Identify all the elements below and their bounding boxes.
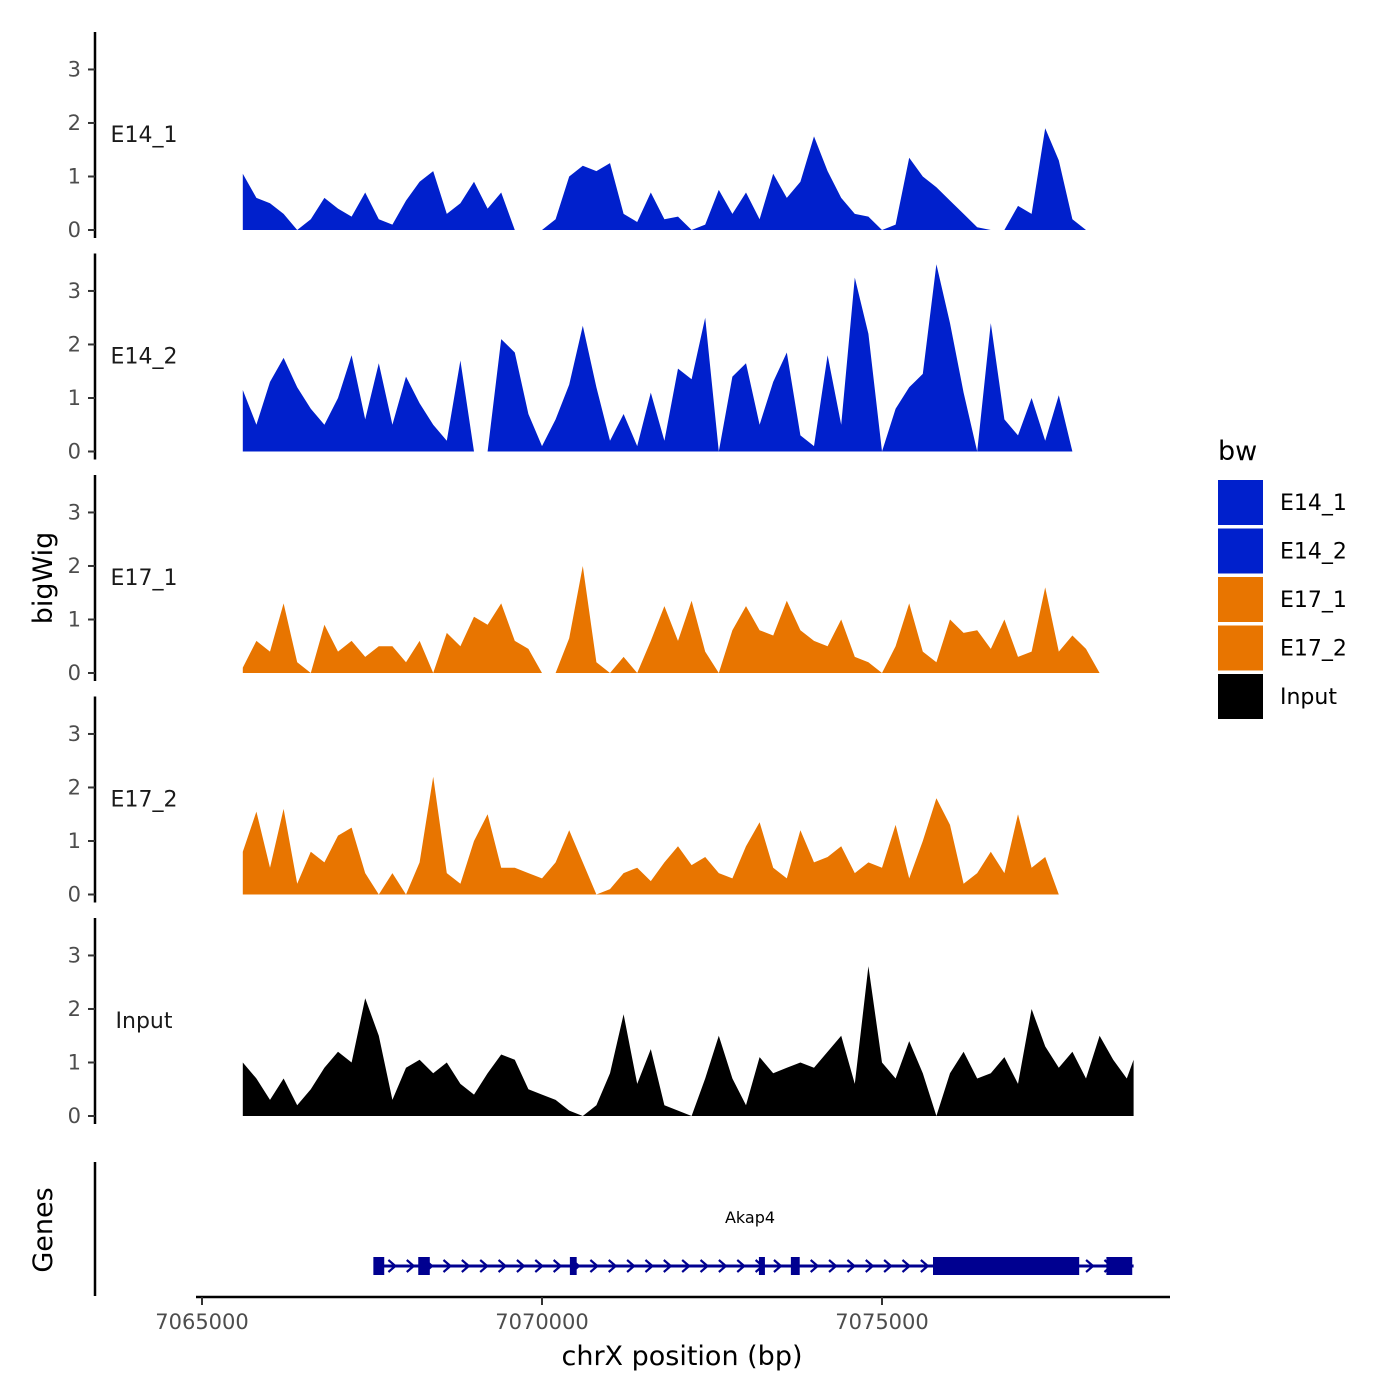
- y-tick-label: 0: [68, 1104, 81, 1128]
- strand-arrow: [883, 1259, 893, 1273]
- strand-arrow: [920, 1259, 930, 1273]
- x-tick-label: 7075000: [835, 1310, 929, 1334]
- strand-arrow: [718, 1259, 728, 1273]
- track-panel-e14-1: 0 1 2 3 E14_1: [68, 32, 1134, 242]
- strand-arrow: [497, 1259, 508, 1273]
- gene-exon: [758, 1257, 765, 1275]
- y-tick-label: 3: [68, 500, 81, 524]
- strand-arrow: [828, 1259, 838, 1273]
- area-e14-2: [242, 264, 1127, 452]
- strand-arrow: [901, 1259, 912, 1273]
- y-tick-label: 1: [68, 829, 81, 853]
- gene-exon: [790, 1257, 800, 1275]
- y-tick-label: 1: [68, 607, 81, 631]
- y-tick-label: 0: [68, 218, 81, 242]
- strand-arrow: [681, 1259, 691, 1273]
- strand-arrow: [663, 1259, 673, 1273]
- gene-exon: [418, 1257, 430, 1275]
- gene-track-title: Genes: [28, 1187, 59, 1272]
- legend-key-input: [1218, 674, 1263, 719]
- legend-label: E14_2: [1280, 540, 1347, 565]
- strand-arrow: [552, 1259, 563, 1273]
- y-tick-label: 2: [68, 775, 81, 799]
- track-panel-e17-1: 0 1 2 3 E17_1: [68, 475, 1127, 685]
- y-tick-label: 1: [68, 1050, 81, 1074]
- strand-arrow: [461, 1259, 471, 1273]
- strand-arrow: [865, 1259, 875, 1273]
- y-tick-label: 2: [68, 997, 81, 1021]
- legend-key-e17-2: [1218, 625, 1263, 671]
- panel-label: E14_2: [111, 345, 178, 370]
- panel-label: E17_2: [111, 788, 178, 813]
- track-panel-input: 0 1 2 3 Input: [68, 918, 1134, 1128]
- gene-exon: [569, 1257, 577, 1275]
- y-tick-label: 3: [68, 943, 81, 967]
- area-e17-1: [242, 566, 1127, 673]
- panel-label: E14_1: [111, 123, 178, 148]
- strand-arrow: [846, 1259, 857, 1273]
- y-tick-label: 3: [68, 57, 81, 81]
- strand-arrow: [589, 1259, 600, 1273]
- y-axis-title: bigWig: [28, 532, 59, 625]
- legend-title: bw: [1218, 436, 1257, 467]
- strand-arrow: [479, 1259, 489, 1273]
- x-axis-title: chrX position (bp): [561, 1341, 802, 1372]
- legend-label: E17_2: [1280, 637, 1347, 662]
- strand-arrow: [608, 1259, 618, 1273]
- x-tick-label: 7065000: [155, 1310, 249, 1334]
- strand-arrow: [1085, 1259, 1095, 1273]
- track-panel-e17-2: 0 1 2 3 E17_2: [68, 696, 1087, 907]
- gene-exon: [933, 1257, 1080, 1275]
- y-tick-label: 3: [68, 722, 81, 746]
- track-panels: 0 1 2 3 E14_1 0 1 2 3 E14_2 0 1 2 3 E17_1 0 1 2 3 E17_2 0 1 2 3…: [68, 32, 1134, 1128]
- gene-exon: [373, 1257, 385, 1275]
- legend: bw E14_1 E14_2 E17_1 E17_2 Input: [1218, 436, 1347, 719]
- gene-exon: [1106, 1257, 1133, 1275]
- legend-key-e17-1: [1218, 577, 1263, 622]
- panel-label: E17_1: [111, 566, 178, 591]
- panel-label: Input: [116, 1009, 173, 1034]
- legend-key-e14-1: [1218, 480, 1263, 525]
- y-tick-label: 2: [68, 332, 81, 356]
- y-tick-label: 2: [68, 554, 81, 578]
- legend-label: E14_1: [1280, 491, 1347, 516]
- legend-label: E17_1: [1280, 588, 1347, 613]
- y-tick-label: 2: [68, 111, 81, 135]
- y-tick-label: 0: [68, 883, 81, 907]
- area-input: [242, 966, 1134, 1116]
- legend-key-e14-2: [1218, 528, 1263, 574]
- strand-arrow: [626, 1259, 636, 1273]
- strand-arrow: [406, 1259, 416, 1273]
- y-tick-label: 1: [68, 386, 81, 410]
- x-tick-label: 7070000: [495, 1310, 589, 1334]
- strand-arrow: [516, 1259, 526, 1273]
- strand-arrow: [644, 1259, 655, 1273]
- area-e17-2: [242, 776, 1087, 895]
- strand-arrow: [534, 1259, 544, 1273]
- strand-arrow: [699, 1259, 710, 1273]
- y-tick-label: 0: [68, 440, 81, 464]
- area-e14-1: [242, 128, 1134, 230]
- strand-arrow: [773, 1259, 783, 1273]
- strand-arrow: [736, 1259, 746, 1273]
- y-tick-label: 3: [68, 279, 81, 303]
- y-tick-label: 0: [68, 661, 81, 685]
- gene-track: Akap4: [93, 1162, 1134, 1296]
- strand-arrow: [387, 1259, 398, 1273]
- legend-label: Input: [1280, 685, 1337, 710]
- x-axis: 7065000 7070000 7075000: [155, 1295, 1170, 1334]
- y-tick-label: 1: [68, 164, 81, 188]
- track-panel-e14-2: 0 1 2 3 E14_2: [68, 253, 1127, 464]
- strand-arrow: [442, 1259, 453, 1273]
- strand-arrow: [809, 1259, 820, 1273]
- gene-name-label: Akap4: [725, 1208, 775, 1227]
